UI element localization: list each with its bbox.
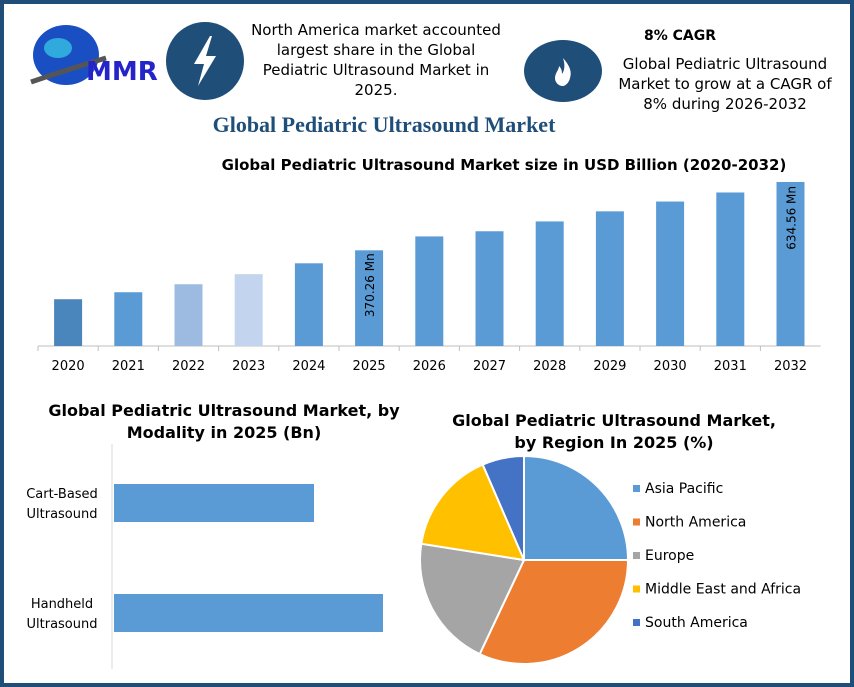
lightning-icon (166, 22, 244, 100)
bar-2029 (595, 211, 624, 346)
data-label-2032: 634.56 Mn (785, 186, 799, 250)
mmr-logo: MMR (30, 25, 158, 87)
legend-swatch (633, 619, 640, 626)
tick-label-2029: 2029 (593, 359, 626, 374)
bar-2030 (656, 201, 685, 346)
legend-swatch (633, 552, 640, 559)
tick-label-2031: 2031 (714, 359, 747, 374)
market-size-chart: 2020 2021 2022 2023 2024 2025 370.26 Mn 2026 202… (37, 182, 821, 374)
slice-north-america (478, 559, 630, 665)
slice-europe (419, 542, 526, 656)
tick-label-2026: 2026 (413, 359, 446, 374)
bar-2024 (294, 263, 323, 346)
cagr-text: Global Pediatric Ultrasound Market to gr… (618, 55, 832, 113)
legend-swatch (633, 518, 640, 526)
slice-asia-pacific (523, 454, 630, 561)
slice-middle-east-and-africa (420, 463, 526, 562)
bar-handheld-ultrasound (114, 594, 383, 632)
legend-label: North America (645, 515, 746, 531)
cagr-title: 8% CAGR (644, 28, 717, 44)
logo-text: MMR (86, 57, 158, 87)
bar-2027 (475, 231, 504, 346)
region-chart-title: Global Pediatric Ultrasound Market, by R… (452, 411, 776, 452)
tick-label-2032: 2032 (774, 359, 807, 374)
category-label: Handheld Ultrasound (27, 597, 98, 632)
bar-2020 (54, 299, 83, 346)
bar-2025 (355, 250, 384, 346)
bar-2023 (234, 274, 263, 346)
highlight-north-america: North America market accounted largest s… (251, 21, 501, 99)
tick-label-2027: 2027 (473, 359, 506, 374)
region-pie-chart: Asia Pacific North America Europe Middle Ea… (419, 454, 801, 665)
data-label-2025: 370.26 Mn (363, 253, 377, 317)
tick-label-2020: 2020 (52, 359, 85, 374)
tick-label-2028: 2028 (533, 359, 566, 374)
flame-icon (524, 40, 602, 102)
bar-cart-based-ultrasound (114, 484, 314, 522)
tick-label-2030: 2030 (654, 359, 687, 374)
tick-label-2022: 2022 (172, 359, 205, 374)
bar-2031 (716, 192, 745, 346)
size-chart-title: Global Pediatric Ultrasound Market size … (221, 156, 787, 174)
legend-label: South America (645, 615, 748, 631)
slice-south-america (481, 454, 525, 561)
legend-swatch (633, 485, 640, 492)
legend-label: Asia Pacific (645, 481, 723, 497)
tick-label-2024: 2024 (292, 359, 325, 374)
tick-label-2021: 2021 (112, 359, 145, 374)
modality-chart-title: Global Pediatric Ultrasound Market, by M… (48, 401, 400, 442)
modality-chart: Cart-Based Ultrasound Handheld Ultrasound (26, 444, 383, 669)
tick-label-2023: 2023 (232, 359, 265, 374)
bar-2032 (776, 182, 805, 346)
legend-label: Europe (645, 548, 694, 564)
main-title: Global Pediatric Ultrasound Market (212, 112, 556, 137)
bar-2022 (174, 284, 203, 346)
legend-swatch (633, 585, 640, 593)
tick-label-2025: 2025 (353, 359, 386, 374)
bar-2021 (114, 292, 143, 346)
bar-2026 (415, 236, 444, 346)
legend-label: Middle East and Africa (645, 582, 801, 598)
bar-2028 (535, 221, 564, 346)
category-label: Cart-Based Ultrasound (26, 487, 98, 522)
